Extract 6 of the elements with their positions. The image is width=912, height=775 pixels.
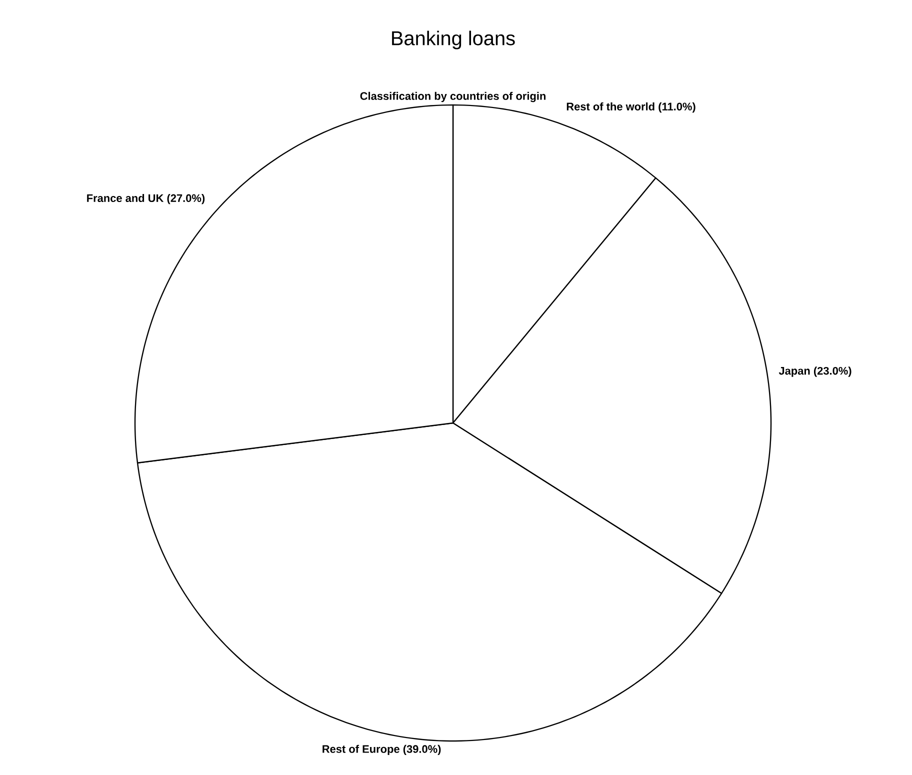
- slice-label: Japan (23.0%): [778, 366, 852, 377]
- chart-subtitle: Classification by countries of origin: [360, 92, 546, 102]
- slice-label: France and UK (27.0%): [87, 194, 205, 204]
- slice-label: Rest of Europe (39.0%): [322, 744, 441, 756]
- chart-title: Banking loans: [392, 30, 515, 50]
- slice-label: Rest of the world (11.0%): [566, 102, 696, 113]
